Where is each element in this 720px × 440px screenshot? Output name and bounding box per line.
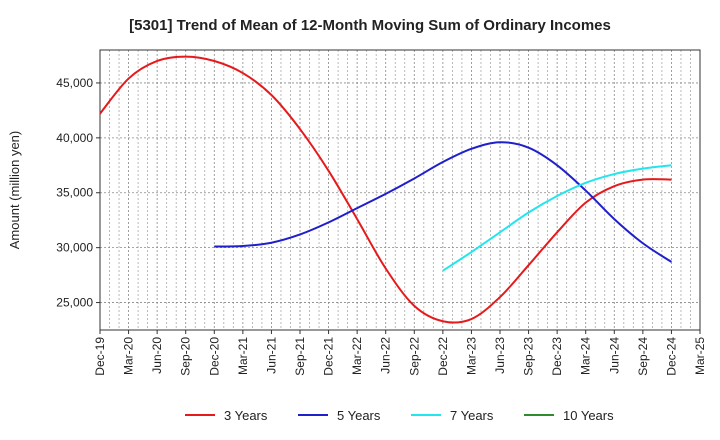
x-tick-label: Sep-21 <box>293 337 307 376</box>
y-tick-label: 30,000 <box>56 241 93 255</box>
x-tick-label: Mar-25 <box>693 337 707 375</box>
series-line-7-years <box>442 164 672 272</box>
x-tick-label: Mar-23 <box>464 337 478 375</box>
legend-label: 3 Years <box>224 408 268 423</box>
series-line-3-years <box>99 55 672 324</box>
legend-label: 10 Years <box>563 408 614 423</box>
x-tick-label: Mar-20 <box>122 337 136 375</box>
chart-title: [5301] Trend of Mean of 12-Month Moving … <box>129 17 611 34</box>
legend-label: 5 Years <box>337 408 381 423</box>
y-tick-label: 35,000 <box>56 186 93 200</box>
y-tick-label: 40,000 <box>56 131 93 145</box>
x-tick-label: Sep-24 <box>636 337 650 376</box>
legend-label: 7 Years <box>450 408 494 423</box>
x-tick-label: Dec-24 <box>664 337 678 376</box>
legend-item-5-years: 5 Years <box>298 408 381 423</box>
series-layer <box>99 55 672 324</box>
plot-area <box>99 49 701 331</box>
x-tick-label: Jun-22 <box>379 337 393 374</box>
y-tick-label: 25,000 <box>56 296 93 310</box>
legend-item-10-years: 10 Years <box>524 408 614 423</box>
x-tick-label: Dec-19 <box>93 337 107 376</box>
x-axis: Dec-19 Mar-20 Jun-20 Sep-20 Dec-20 Mar-21 Jun-… <box>93 330 707 376</box>
x-tick-label: Mar-21 <box>236 337 250 375</box>
legend-item-7-years: 7 Years <box>411 408 494 423</box>
x-tick-label: Jun-23 <box>493 337 507 374</box>
x-tick-label: Jun-21 <box>264 337 278 374</box>
legend: 3 Years 5 Years 7 Years 10 Years <box>185 408 614 423</box>
x-tick-label: Sep-22 <box>407 337 421 376</box>
y-axis-title: Amount (million yen) <box>7 131 22 250</box>
legend-item-3-years: 3 Years <box>185 408 268 423</box>
x-tick-label: Jun-24 <box>607 337 621 374</box>
y-axis: 25,000 30,000 35,000 40,000 45,000 <box>56 76 100 310</box>
x-tick-label: Dec-22 <box>436 337 450 376</box>
x-tick-label: Sep-20 <box>179 337 193 376</box>
series-line-5-years <box>214 141 672 263</box>
x-tick-label: Mar-24 <box>579 337 593 375</box>
x-tick-label: Dec-23 <box>550 337 564 376</box>
x-tick-label: Sep-23 <box>522 337 536 376</box>
x-tick-label: Dec-20 <box>207 337 221 376</box>
x-tick-label: Jun-20 <box>150 337 164 374</box>
x-tick-label: Dec-21 <box>322 337 336 376</box>
y-tick-label: 45,000 <box>56 76 93 90</box>
x-tick-label: Mar-22 <box>350 337 364 375</box>
